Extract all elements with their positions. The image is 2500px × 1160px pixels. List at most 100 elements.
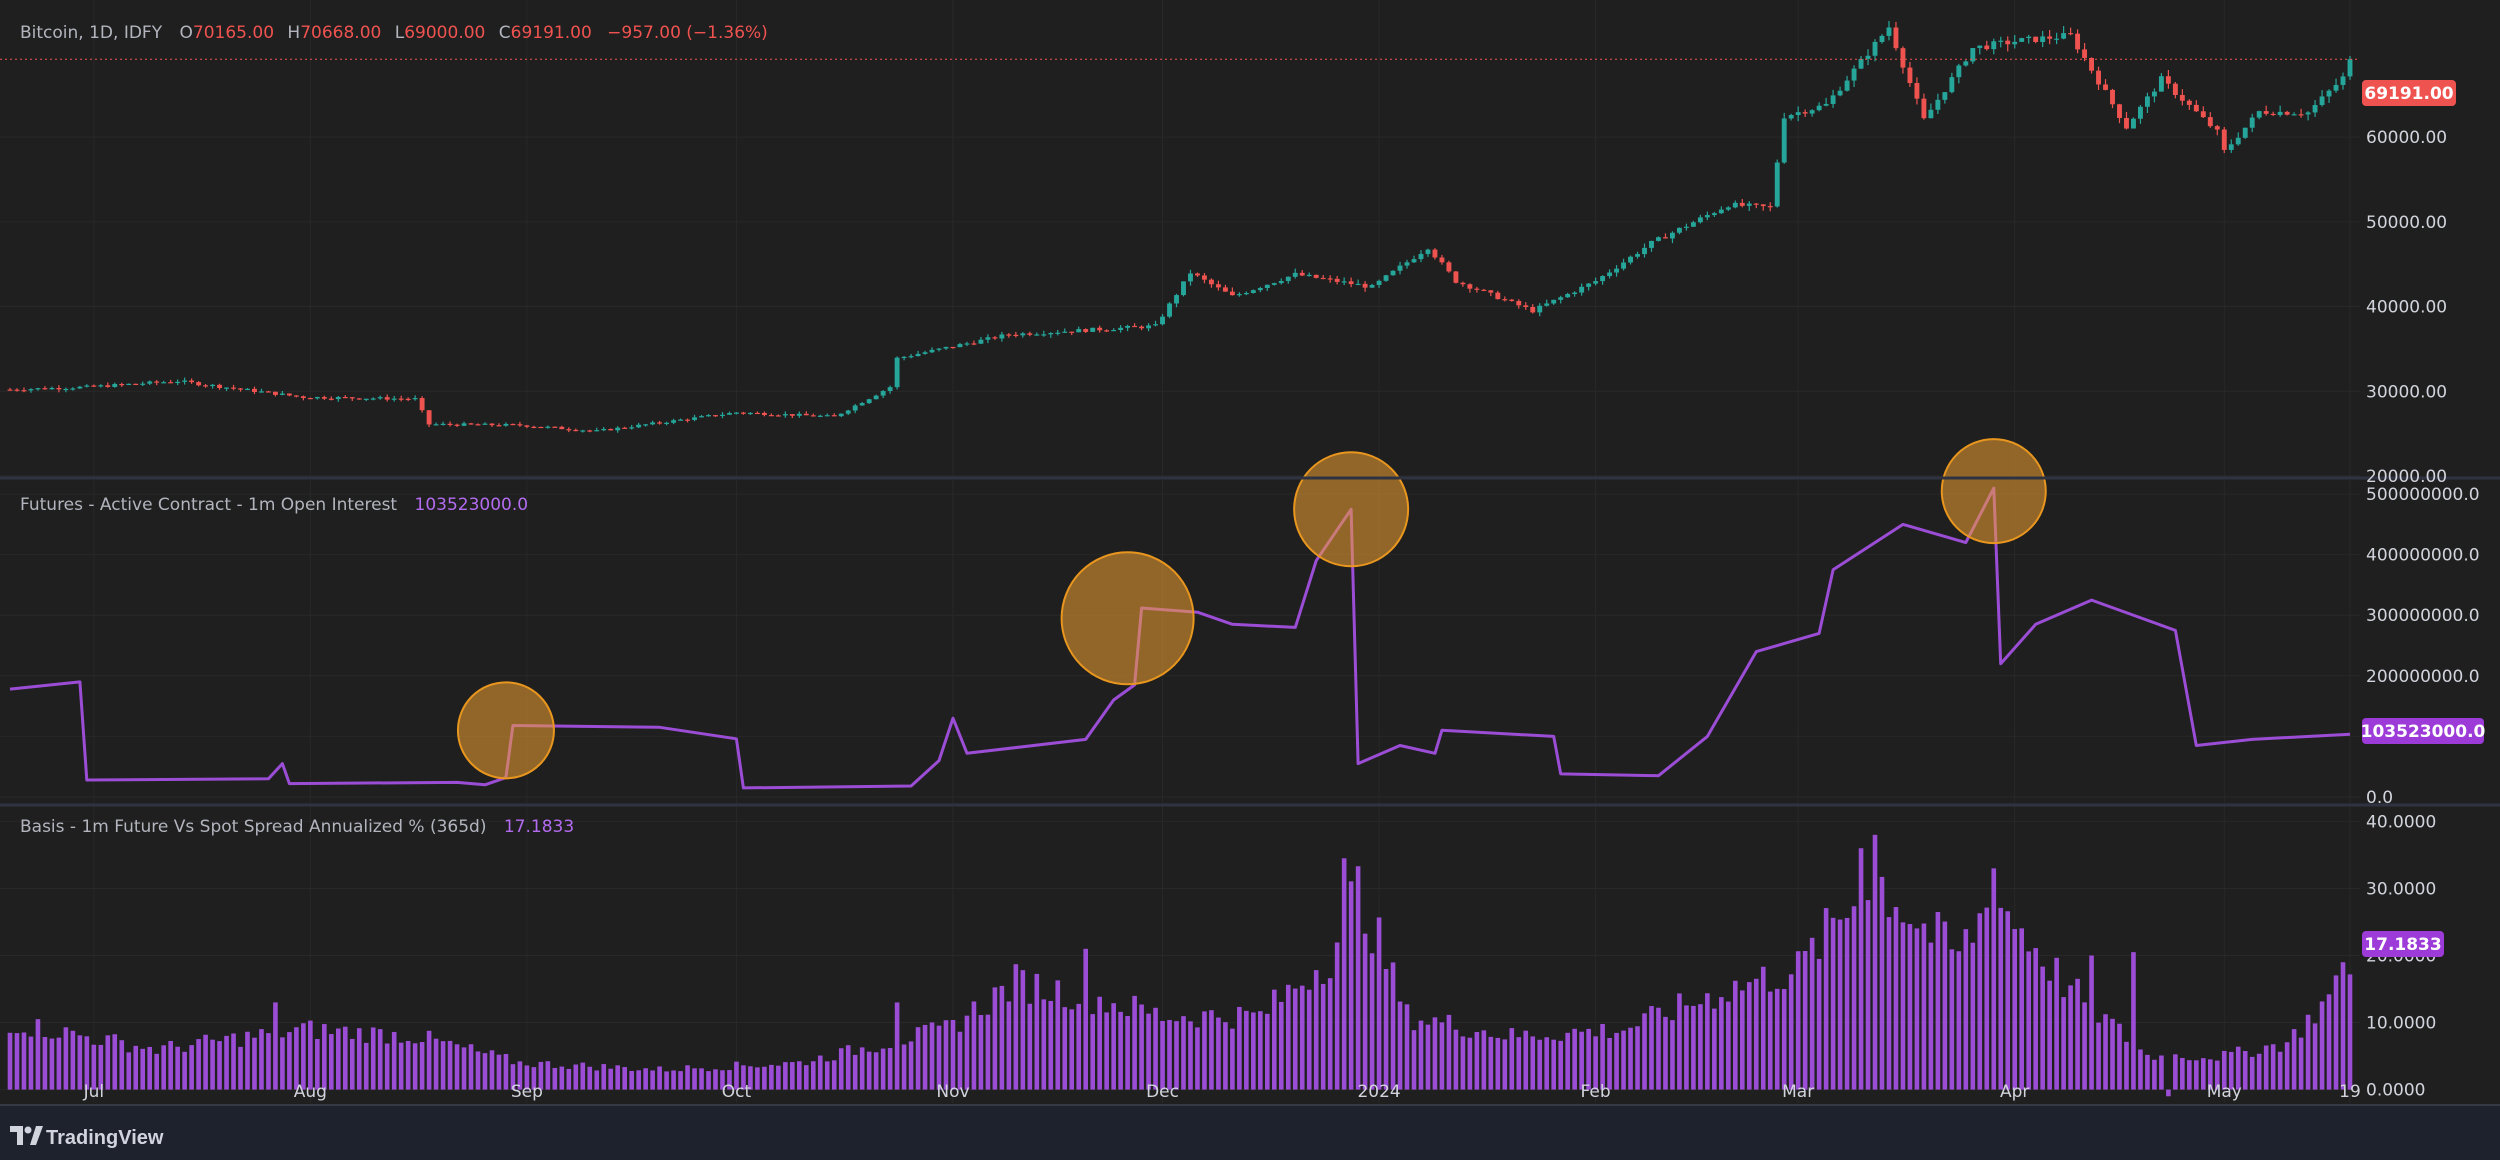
basis-bar — [412, 1043, 418, 1090]
time-axis[interactable]: Jul Aug Sep Oct Nov Dec 2024 Feb Mar Apr May 19 — [83, 1082, 2361, 1102]
candle-body — [845, 410, 851, 414]
candle-body — [419, 398, 425, 411]
candle-body — [1006, 334, 1012, 336]
candle-body — [1886, 27, 1892, 36]
basis-bar — [1306, 989, 1312, 1090]
basis-bar — [2207, 1059, 2213, 1090]
time-tick-label: Dec — [1146, 1082, 1179, 1102]
candle-body — [1369, 284, 1375, 288]
open-interest-legend-value: 103523000.0 — [415, 495, 529, 515]
candle-body — [838, 413, 844, 417]
basis-bar — [1258, 1011, 1263, 1090]
basis-bar — [1425, 1024, 1431, 1090]
basis-bar — [405, 1040, 411, 1090]
basis-bar — [1153, 1007, 1158, 1090]
candle-body — [133, 383, 139, 386]
basis-bar — [189, 1045, 194, 1090]
basis-bar — [2242, 1051, 2248, 1090]
basis-bar — [713, 1069, 718, 1090]
basis-bar — [2235, 1046, 2241, 1090]
tradingview-brand[interactable]: TradingView — [10, 1126, 164, 1149]
basis-bar — [741, 1065, 746, 1090]
candle-body — [1774, 162, 1780, 207]
basis-bar — [329, 1034, 334, 1090]
candle-body — [2047, 36, 2053, 39]
basis-bar — [1195, 1027, 1200, 1090]
candle-body — [1809, 110, 1815, 114]
basis-bar — [901, 1044, 907, 1090]
candle-body — [182, 380, 188, 382]
basis-bar — [1537, 1039, 1543, 1090]
basis-bar — [112, 1034, 118, 1090]
candle-body — [761, 412, 767, 416]
basis-bar — [2333, 975, 2339, 1090]
basis-bar — [831, 1060, 837, 1090]
open-interest-pane[interactable] — [9, 438, 2351, 790]
candle-body — [2179, 94, 2185, 101]
basis-bar — [489, 1050, 495, 1090]
basis-pane[interactable] — [7, 834, 2353, 1097]
candle-body — [1858, 58, 1864, 69]
basis-bar — [1125, 1016, 1130, 1090]
basis-bar — [524, 1065, 530, 1090]
candle-body — [594, 430, 600, 432]
basis-bar — [1670, 1020, 1675, 1090]
basis-bar — [1278, 1001, 1284, 1090]
candle-body — [657, 422, 663, 424]
candle-body — [873, 395, 879, 400]
basis-bar — [664, 1071, 669, 1090]
basis-bar — [447, 1040, 453, 1090]
basis-bar — [2270, 1044, 2276, 1090]
price-pane[interactable] — [0, 20, 2360, 433]
basis-bar — [2326, 994, 2332, 1090]
candle-body — [1090, 327, 1096, 332]
candle-body — [1635, 254, 1640, 257]
basis-bar — [1062, 1007, 1068, 1090]
candle-body — [328, 398, 334, 400]
candle-body — [1013, 334, 1019, 337]
basis-bar — [1474, 1031, 1480, 1090]
candle-body — [293, 395, 299, 397]
low-value: 69000.00 — [404, 23, 485, 43]
candle-body — [964, 343, 970, 345]
basis-bar — [1733, 980, 1738, 1090]
price-scale[interactable]: 60000.00 50000.00 40000.00 30000.00 20000.00… — [2366, 128, 2480, 1101]
basis-bar — [1139, 1004, 1144, 1090]
candle-body — [538, 426, 544, 429]
candle-body — [1907, 67, 1913, 84]
candle-body — [1558, 297, 1564, 300]
candle-body — [978, 339, 984, 344]
basis-bar — [398, 1042, 404, 1090]
candle-body — [1139, 326, 1145, 329]
basis-bar — [1739, 990, 1745, 1090]
candle-body — [720, 414, 725, 416]
candle-body — [524, 425, 530, 427]
basis-bar — [1376, 917, 1382, 1090]
candle-body — [2312, 104, 2318, 113]
candle-body — [552, 426, 558, 428]
basis-bar — [1076, 1003, 1082, 1090]
basis-bar — [273, 1002, 278, 1090]
scale-tick-label: 50000.00 — [2366, 213, 2447, 233]
basis-bar — [1202, 1011, 1207, 1090]
basis-bar — [1481, 1030, 1487, 1090]
candle-body — [2242, 127, 2248, 138]
candle-body — [747, 412, 753, 415]
candle-body — [147, 381, 153, 384]
open-interest-last-badge: 103523000.0 — [2361, 718, 2486, 744]
basis-bar — [1055, 980, 1061, 1090]
candle-body — [1355, 283, 1361, 286]
candle-body — [1229, 291, 1235, 296]
basis-bar — [2138, 1049, 2143, 1090]
basis-bar — [915, 1027, 921, 1090]
candle-body — [468, 423, 474, 425]
basis-bar — [594, 1070, 600, 1090]
candle-body — [2019, 38, 2025, 42]
candle-body — [1076, 329, 1082, 333]
basis-bar — [196, 1039, 201, 1090]
candle-body — [1537, 305, 1543, 313]
scale-tick-label: 400000000.0 — [2366, 546, 2480, 566]
basis-bar — [482, 1053, 488, 1090]
candle-body — [1160, 316, 1165, 325]
